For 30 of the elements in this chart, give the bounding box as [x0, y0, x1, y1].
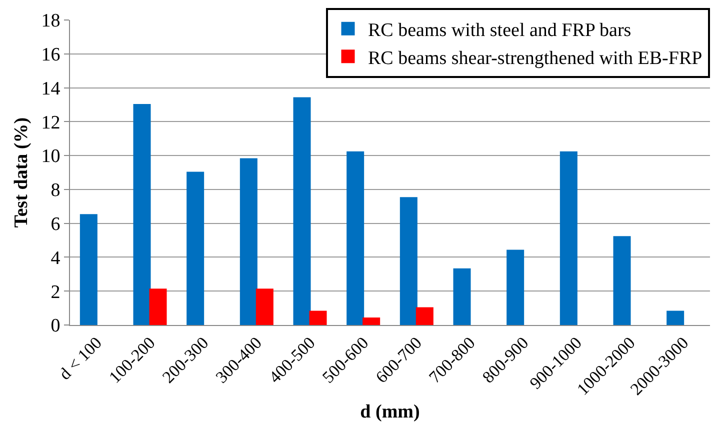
bar	[149, 288, 167, 325]
legend-label: RC beams with steel and FRP bars	[368, 20, 632, 42]
y-tick-label: 18	[41, 10, 60, 32]
y-tick-label: 10	[41, 146, 60, 168]
bar	[186, 172, 204, 325]
bar	[80, 214, 98, 325]
bar	[506, 250, 524, 325]
bar	[560, 151, 578, 325]
legend-label: RC beams shear-strengthened with EB-FRP	[368, 48, 702, 69]
bar	[613, 236, 631, 325]
y-tick-label: 14	[41, 78, 61, 100]
y-axis-title: Test data (%)	[11, 117, 32, 228]
x-axis-title: d (mm)	[360, 402, 420, 423]
y-tick-label: 8	[50, 180, 60, 202]
bar	[400, 197, 418, 325]
bar	[309, 310, 327, 325]
y-tick-label: 16	[41, 44, 60, 66]
bar	[346, 151, 364, 325]
y-tick-label: 4	[50, 248, 61, 269]
bar	[256, 288, 274, 325]
bar	[453, 268, 471, 325]
bar	[666, 310, 684, 325]
y-tick-label: 6	[50, 214, 60, 235]
bar	[416, 307, 434, 325]
bar	[293, 97, 311, 325]
bar	[240, 158, 258, 325]
bar	[362, 317, 380, 325]
bar	[133, 104, 151, 325]
y-tick-label: 2	[50, 282, 60, 303]
y-tick-label: 12	[41, 112, 60, 134]
